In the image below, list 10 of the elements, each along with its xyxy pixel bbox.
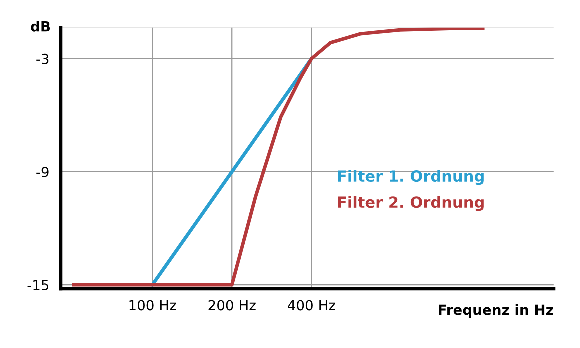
y-axis-title: dB [31,21,50,32]
y-tick-label: -9 [36,166,49,178]
x-tick-label: 200 Hz [208,300,256,311]
text: Filter 1. Ordnung [338,170,484,186]
x-axis-title: Frequenz in Hz [439,304,554,318]
x-tick-label: 100 Hz [130,300,176,311]
y-tick-label: -3 [36,54,49,64]
x-tick-label: 400 Hz [288,300,336,311]
text: Filter 2. Ordnung [338,196,484,212]
y-tick-label: -15 [28,280,49,291]
